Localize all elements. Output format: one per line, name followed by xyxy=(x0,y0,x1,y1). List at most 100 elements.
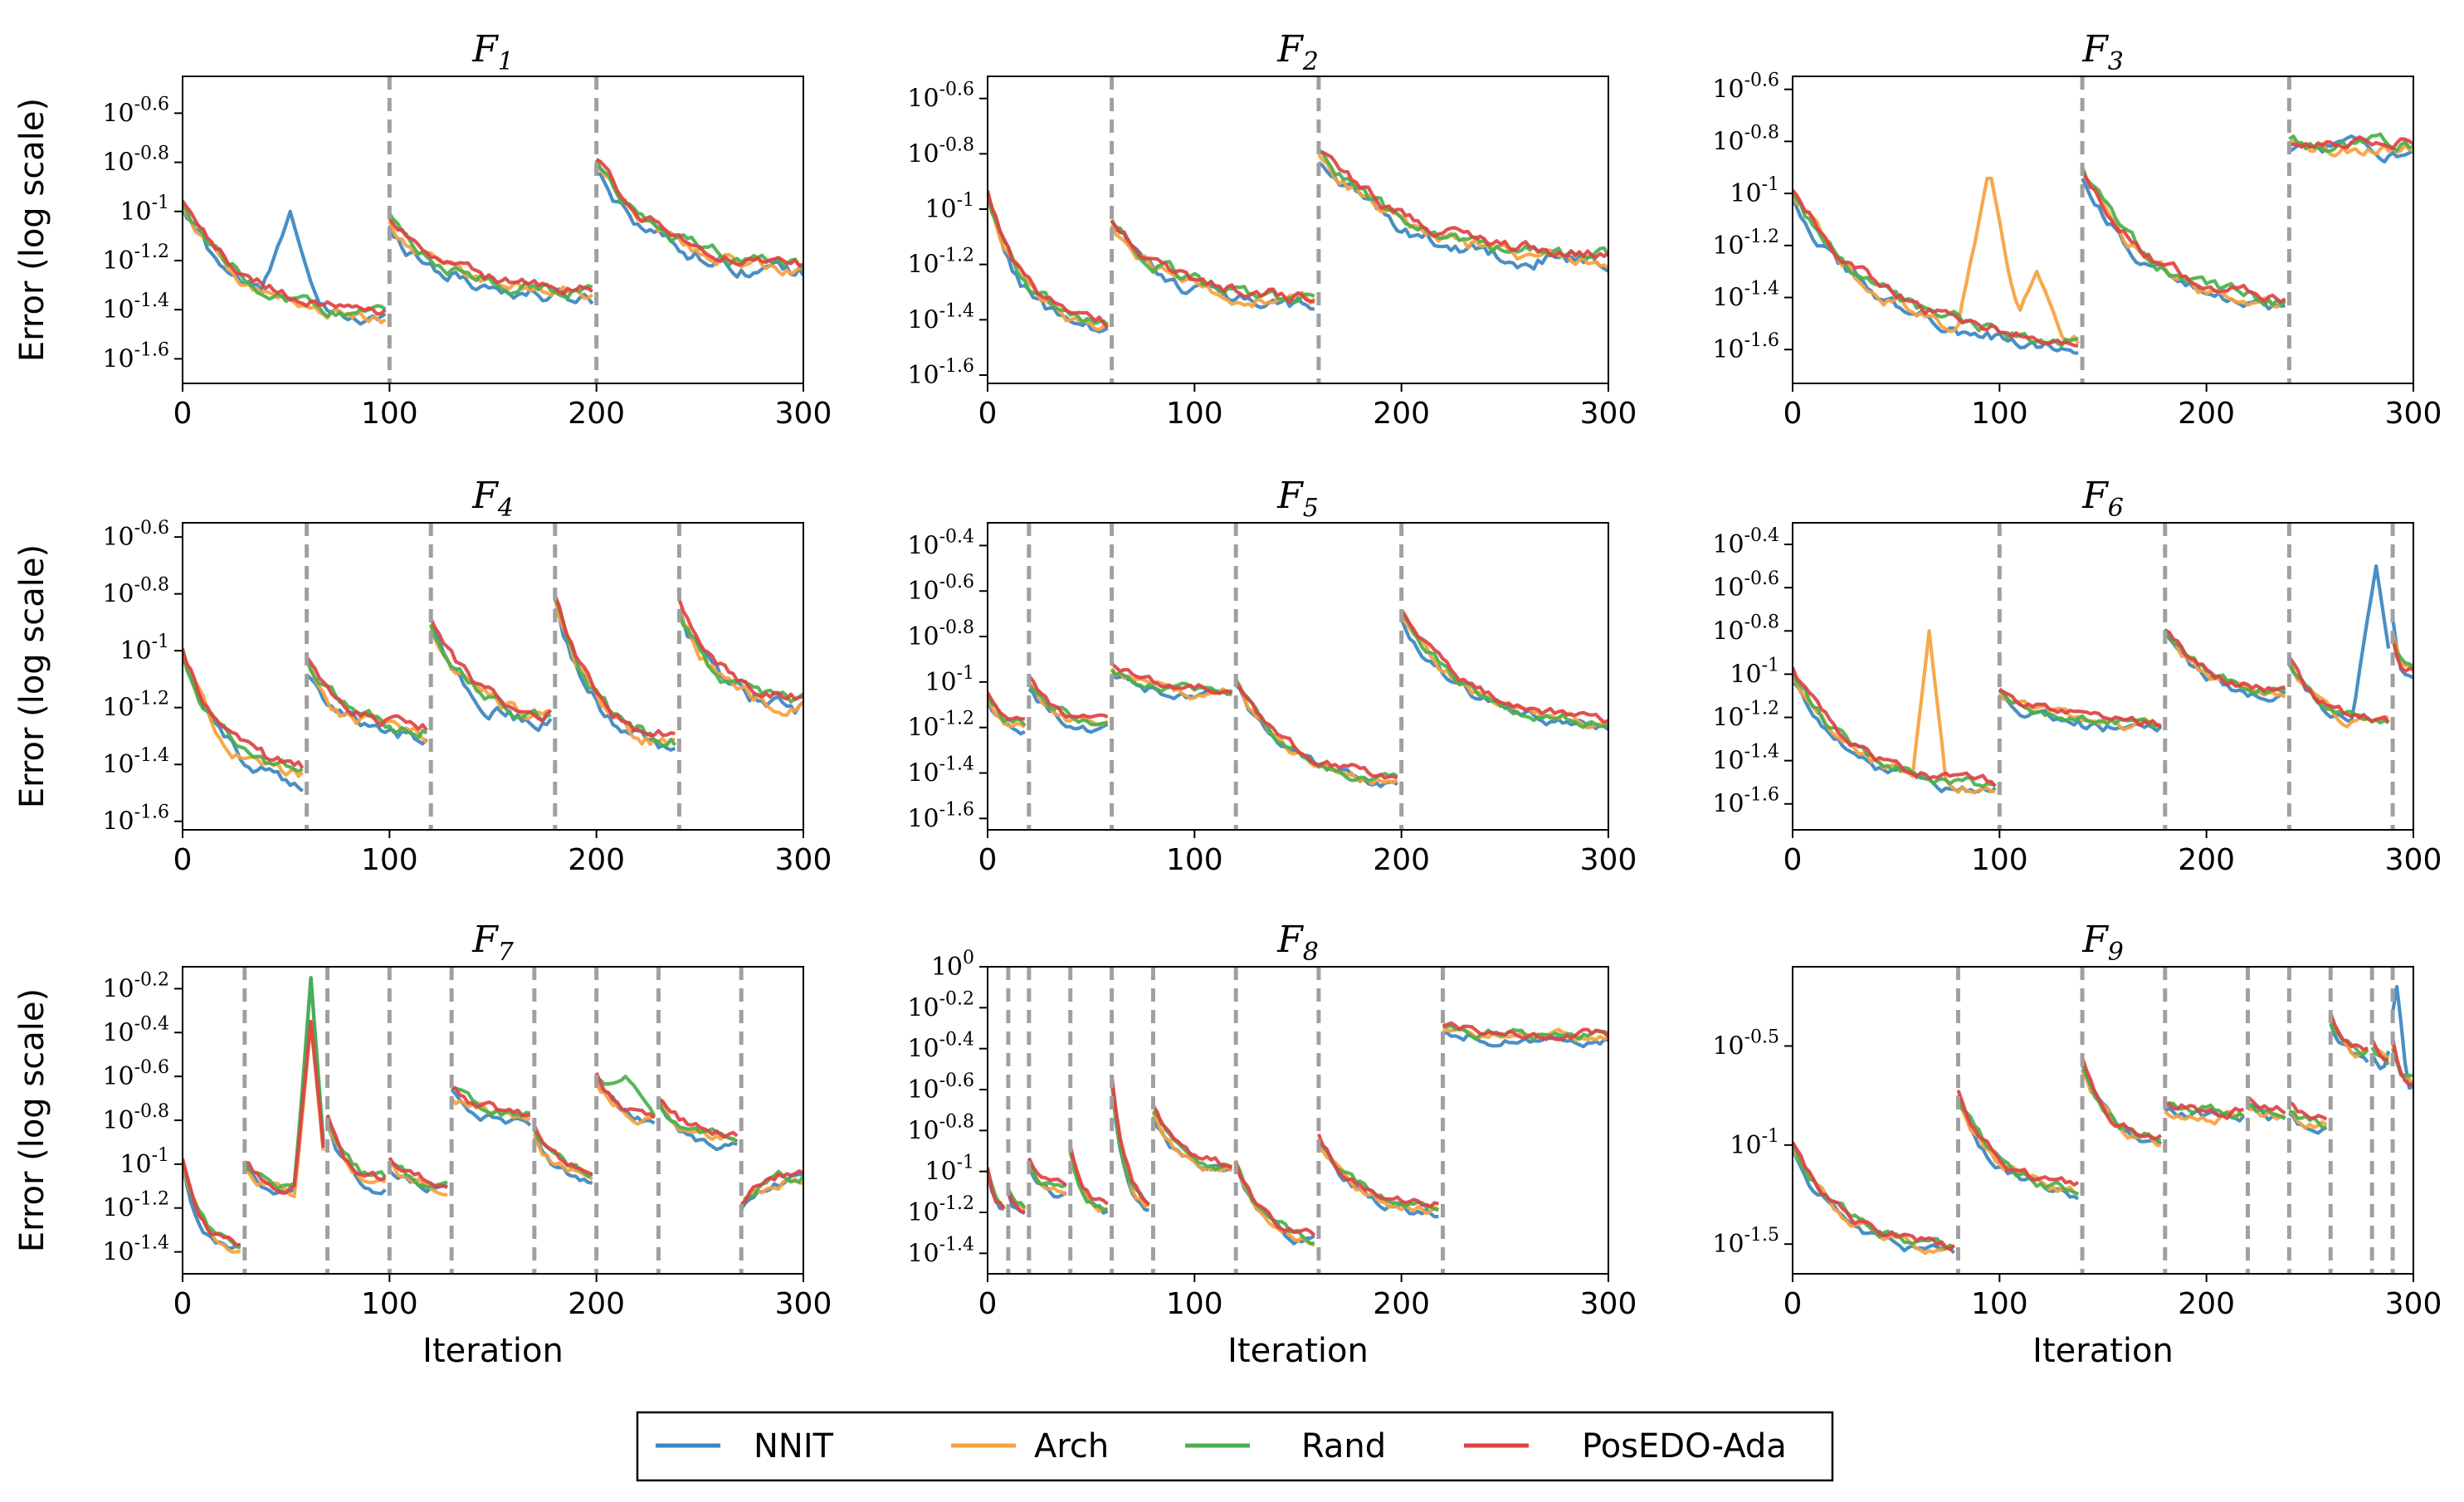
f9-xtick-label: 0 xyxy=(1783,1287,1803,1321)
f5-xtick-label: 0 xyxy=(978,843,998,877)
f6-title-subscript: 6 xyxy=(2108,494,2124,523)
f9-ytick-label: 10-1 xyxy=(1730,1126,1779,1160)
f1-title-subscript: 1 xyxy=(498,47,514,76)
f9-xtick-label: 100 xyxy=(1971,1287,2028,1321)
legend-entry-arch: Arch xyxy=(951,1427,1109,1465)
f3-ytick-label: 10-0.6 xyxy=(1712,71,1779,105)
legend-label-rand: Rand xyxy=(1301,1427,1386,1465)
f7-ytick-label: 10-1 xyxy=(120,1145,169,1179)
f8-title-subscript: 8 xyxy=(1303,938,1319,967)
f4-xtick-label: 200 xyxy=(568,843,625,877)
f7-xtick-label: 200 xyxy=(568,1287,625,1321)
f1-plot-frame xyxy=(182,76,804,384)
f9-series-group xyxy=(1793,984,2413,1256)
f3-xtick-label: 200 xyxy=(2178,397,2235,431)
f6-ytick-label: 10-0.6 xyxy=(1712,568,1779,602)
f5-title-subscript: 5 xyxy=(1303,494,1319,523)
f8-xtick-label: 0 xyxy=(978,1287,998,1321)
f8-xtick-label: 300 xyxy=(1580,1287,1637,1321)
f3-xtick-label: 300 xyxy=(2385,397,2442,431)
legend-entry-nnit: NNIT xyxy=(656,1427,834,1465)
f4-ytick-label: 10-1.6 xyxy=(102,802,169,836)
f5-xtick-label: 200 xyxy=(1373,843,1430,877)
legend-label-posedo-ada: PosEDO-Ada xyxy=(1582,1427,1787,1465)
f1-ytick-label: 10-1.6 xyxy=(102,339,169,373)
f3-ytick-label: 10-1.4 xyxy=(1712,279,1779,313)
f7-title-subscript: 7 xyxy=(498,938,515,967)
f8-xlabel: Iteration xyxy=(1227,1332,1369,1370)
f4-series-group xyxy=(183,594,803,792)
f5-xtick-label: 300 xyxy=(1580,843,1637,877)
f7-ytick-label: 10-0.2 xyxy=(102,969,169,1003)
chart-f7: F7 10-0.2 10-0.4 10-0.6 10-0.8 10-1 10-1.2 10-1… xyxy=(13,919,832,1370)
f4-xtick-label: 300 xyxy=(775,843,832,877)
f7-series-group xyxy=(183,976,803,1254)
f3-title-subscript: 3 xyxy=(2108,47,2124,76)
f3-series-group xyxy=(1793,132,2413,355)
f2-xtick-label: 0 xyxy=(978,397,998,431)
f4-line-rand xyxy=(183,597,803,773)
f8-xtick-label: 100 xyxy=(1166,1287,1223,1321)
f2-ytick-label: 10-1.2 xyxy=(907,246,974,280)
f3-ytick-label: 10-1.6 xyxy=(1712,330,1779,364)
f8-ytick-label: 10-1.2 xyxy=(907,1193,974,1227)
f8-plot-frame xyxy=(987,966,1609,1275)
f1-ytick-label: 10-1.4 xyxy=(102,290,169,324)
f4-title-subscript: 4 xyxy=(497,494,514,523)
f4-line-posedo-ada xyxy=(183,594,803,769)
f8-ytick-label: 100 xyxy=(931,948,974,982)
f4-ytick-label: 10-0.6 xyxy=(102,518,169,552)
f6-line-rand xyxy=(1793,628,2413,788)
f8-series-group xyxy=(988,1021,1608,1247)
f7-xlabel: Iteration xyxy=(422,1332,564,1370)
f7-title: F7 xyxy=(471,919,515,967)
f2-line-posedo-ada xyxy=(988,150,1608,329)
f3-ytick-label: 10-1.2 xyxy=(1712,227,1779,261)
f4-ylabel: Error (log scale) xyxy=(13,544,51,808)
f7-ytick-label: 10-0.6 xyxy=(102,1057,169,1091)
f5-plot-frame xyxy=(987,522,1609,831)
f4-plot-frame xyxy=(182,522,804,831)
f7-ytick-label: 10-0.8 xyxy=(102,1101,169,1135)
f7-ytick-label: 10-1.4 xyxy=(102,1233,169,1267)
f6-series-group xyxy=(1793,564,2413,795)
f7-xtick-label: 100 xyxy=(361,1287,418,1321)
chart-f8: F810010-0.210-0.410-0.610-0.810-110-1.21… xyxy=(907,919,1637,1370)
f5-ytick-label: 10-0.4 xyxy=(907,526,974,560)
f7-line-posedo-ada xyxy=(183,1020,803,1247)
f8-ytick-label: 10-1.4 xyxy=(907,1234,974,1268)
f4-ytick-label: 10-0.8 xyxy=(102,575,169,609)
f2-xtick-label: 300 xyxy=(1580,397,1637,431)
f4-ytick-label: 10-1.4 xyxy=(102,745,169,779)
chart-f5: F5 10-0.4 10-0.6 10-0.8 10-1 10-1.2 10-1.4 10-1… xyxy=(907,475,1637,877)
f9-xtick-label: 300 xyxy=(2385,1287,2442,1321)
f6-xtick-label: 200 xyxy=(2178,843,2235,877)
f5-ytick-label: 10-0.6 xyxy=(907,572,974,606)
legend-label-nnit: NNIT xyxy=(754,1427,834,1465)
f6-ytick-label: 10-0.4 xyxy=(1712,525,1779,559)
f9-ytick-label: 10-0.5 xyxy=(1712,1027,1779,1061)
f2-ytick-label: 10-1 xyxy=(925,190,974,224)
f4-xtick-label: 100 xyxy=(361,843,418,877)
legend-entry-posedo-ada: PosEDO-Ada xyxy=(1464,1427,1787,1465)
f1-xtick-label: 300 xyxy=(775,397,832,431)
f2-ytick-label: 10-0.8 xyxy=(907,134,974,168)
f6-ytick-label: 10-1 xyxy=(1730,655,1779,689)
f7-ytick-label: 10-0.4 xyxy=(102,1013,169,1047)
f3-plot-frame xyxy=(1792,76,2414,384)
f5-ytick-label: 10-1.6 xyxy=(907,799,974,833)
f1-ytick-label: 10-0.8 xyxy=(102,144,169,178)
f9-ytick-label: 10-1.5 xyxy=(1712,1225,1779,1259)
f5-line-posedo-ada xyxy=(988,608,1608,780)
f8-ytick-label: 10-0.8 xyxy=(907,1111,974,1145)
f7-xtick-label: 0 xyxy=(173,1287,193,1321)
f3-ytick-label: 10-0.8 xyxy=(1712,122,1779,156)
f5-title: F5 xyxy=(1276,475,1319,523)
f1-ytick-label: 10-0.6 xyxy=(102,94,169,128)
chart-f6: F610-0.410-0.610-0.810-110-1.210-1.410-1… xyxy=(1712,475,2442,877)
f2-ytick-label: 10-0.6 xyxy=(907,80,974,114)
